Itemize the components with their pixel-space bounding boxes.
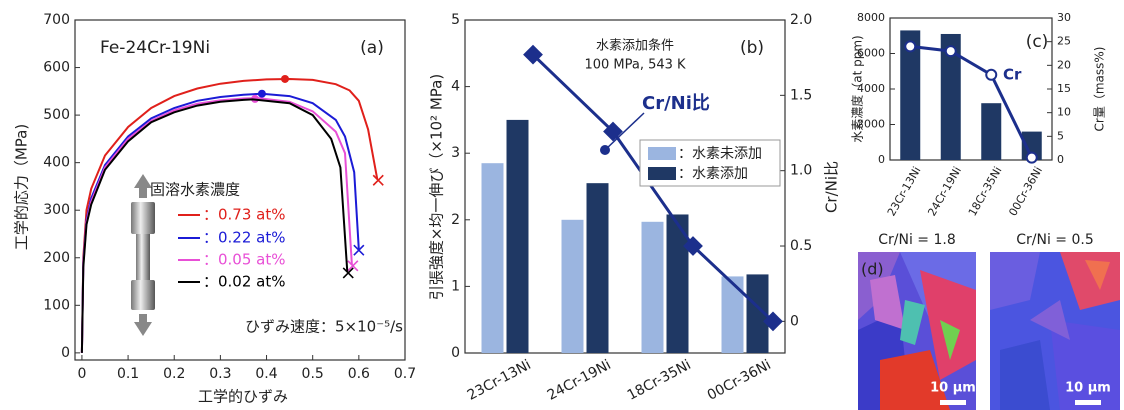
- max-point: [281, 75, 289, 83]
- y2-tick-label: 1.5: [790, 87, 812, 103]
- legend-swatch: [648, 147, 676, 160]
- x-tick-label: 0.4: [255, 366, 277, 382]
- y-tick-label: 5: [451, 12, 460, 28]
- panel-label: (d): [861, 260, 884, 279]
- curve: [82, 99, 347, 353]
- scale-bar-label: 10 μm: [930, 381, 976, 396]
- point: [1027, 153, 1037, 163]
- y2-tick-label: 5: [1057, 129, 1064, 142]
- fracture-point: [373, 175, 383, 185]
- max-point: [258, 90, 266, 98]
- y2-tick-label: 15: [1057, 82, 1071, 95]
- legend-label: ：水素未添加: [678, 146, 762, 162]
- y-tick-label: 600: [43, 60, 70, 76]
- legend-label: ：0.05 at%: [203, 251, 286, 269]
- annotation: 水素添加条件: [596, 38, 674, 54]
- panel-label: (b): [740, 38, 764, 58]
- x-tick-label: 0.7: [394, 366, 416, 382]
- figure: (d) Cr/Ni = 1.8 Cr/Ni = 0.5 10 μm 10 μm …: [0, 0, 1124, 410]
- y-tick-label: 2: [451, 212, 460, 228]
- y-tick-label: 0: [878, 153, 885, 166]
- legend-title: 固溶水素濃度: [150, 181, 240, 199]
- y2-tick-label: 0.5: [790, 238, 812, 254]
- y2-tick-label: 10: [1057, 106, 1071, 119]
- curve: [82, 98, 352, 353]
- series-label: Cr/Ni比: [642, 93, 710, 114]
- chart-title: Fe-24Cr-19Ni: [100, 38, 210, 58]
- x-tick-label: 24Cr-19Ni: [925, 165, 964, 219]
- y-tick-label: 3: [451, 145, 460, 161]
- annotation: 100 MPa, 543 K: [584, 58, 686, 73]
- legend-label: ：0.22 at%: [203, 229, 286, 247]
- x-tick-label: 24Cr-19Ni: [545, 357, 614, 404]
- legend-swatch: [648, 167, 676, 180]
- bar: [482, 163, 504, 353]
- y-tick-label: 100: [43, 297, 70, 313]
- panel-label: (a): [360, 38, 384, 58]
- x-tick-label: 0: [77, 366, 86, 382]
- x-tick-label: 00Cr-36Ni: [705, 357, 774, 404]
- y-axis-label: 引張強度×均一伸び（×10² MPa): [428, 74, 446, 300]
- x-tick-label: 0.3: [209, 366, 231, 382]
- y2-tick-label: 20: [1057, 58, 1071, 71]
- y-tick-label: 0: [61, 345, 70, 361]
- bar: [562, 220, 584, 353]
- legend-label: ：0.02 at%: [203, 273, 286, 291]
- x-tick-label: 23Cr-13Ni: [885, 165, 924, 219]
- y-tick-label: 4: [451, 79, 460, 95]
- y-tick-label: 8000: [857, 11, 885, 24]
- series-label: Cr: [1003, 66, 1022, 84]
- bar: [642, 222, 664, 353]
- scale-bar-label: 10 μm: [1065, 381, 1111, 396]
- y2-tick-label: 25: [1057, 35, 1071, 48]
- y2-axis-label: Cr/Ni比: [823, 161, 841, 213]
- annotation: ひずみ速度：5×10⁻⁵/s: [245, 318, 403, 336]
- y-tick-label: 1: [451, 278, 460, 294]
- y2-tick-label: 0: [790, 313, 799, 329]
- x-tick-label: 0.2: [163, 366, 185, 382]
- x-tick-label: 18Cr-35Ni: [625, 357, 694, 404]
- y-axis-label: 工学的応力（MPa): [13, 124, 31, 250]
- y-tick-label: 500: [43, 107, 70, 123]
- x-tick-label: 0.6: [348, 366, 370, 382]
- x-tick-label: 00Cr-36Ni: [1006, 165, 1045, 219]
- point: [946, 46, 956, 56]
- bar: [981, 103, 1001, 160]
- bar: [722, 276, 744, 353]
- legend-label: ：水素添加: [678, 166, 748, 182]
- y-tick-label: 0: [451, 345, 460, 361]
- y2-tick-label: 2.0: [790, 12, 812, 28]
- y-tick-label: 700: [43, 12, 70, 28]
- y2-tick-label: 1.0: [790, 163, 812, 179]
- y-tick-label: 300: [43, 202, 70, 218]
- bar: [507, 120, 529, 353]
- leader-anchor: [600, 145, 610, 155]
- y-axis-label: 水素濃度（at ppm): [850, 35, 865, 142]
- legend-label: ：0.73 at%: [203, 206, 286, 224]
- x-tick-label: 0.5: [302, 366, 324, 382]
- panel-label: (c): [1026, 32, 1049, 52]
- x-tick-label: 0.1: [117, 366, 139, 382]
- y2-tick-label: 0: [1057, 153, 1064, 166]
- image-caption: Cr/Ni = 1.8: [878, 232, 956, 248]
- image-caption: Cr/Ni = 0.5: [1016, 232, 1094, 248]
- x-axis-label: 工学的ひずみ: [198, 388, 288, 406]
- y-tick-label: 200: [43, 250, 70, 266]
- line: [910, 46, 1032, 157]
- y-tick-label: 400: [43, 155, 70, 171]
- x-tick-label: 23Cr-13Ni: [465, 357, 534, 404]
- x-tick-label: 18Cr-35Ni: [966, 165, 1005, 219]
- y2-axis-label: Cr量（mass%): [1093, 47, 1107, 132]
- bar: [587, 183, 609, 353]
- point: [986, 70, 996, 80]
- y2-tick-label: 30: [1057, 11, 1071, 24]
- point: [905, 41, 915, 51]
